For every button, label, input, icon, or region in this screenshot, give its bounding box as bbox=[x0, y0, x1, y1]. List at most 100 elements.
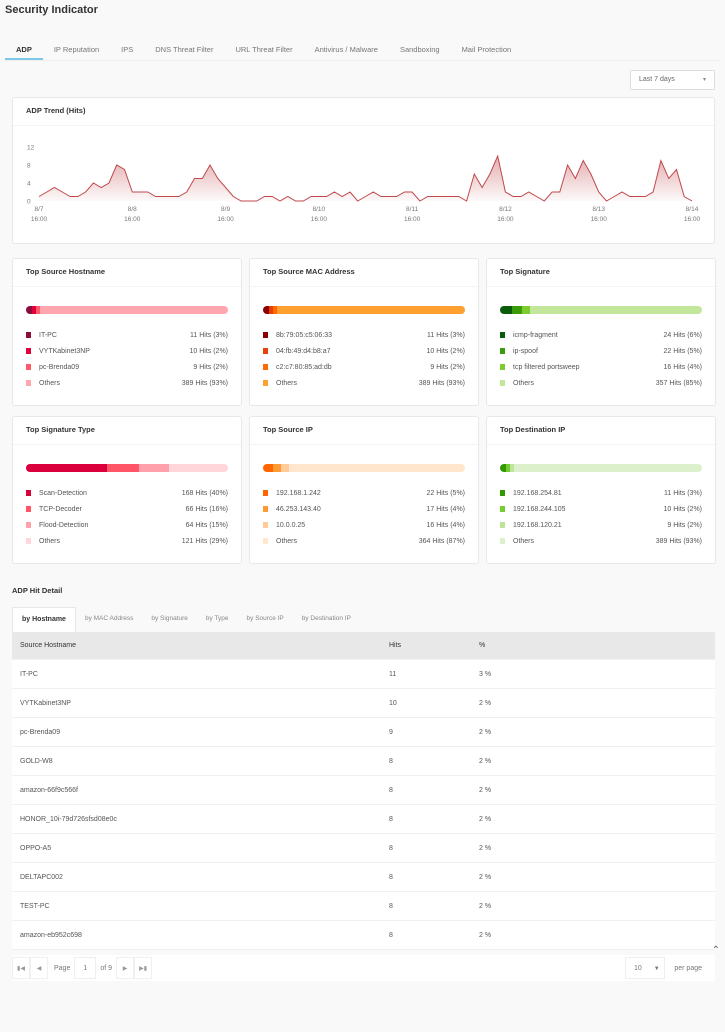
legend-swatch bbox=[263, 538, 268, 544]
tab-ip-reputation[interactable]: IP Reputation bbox=[53, 45, 100, 54]
x-tick-label: 16:00 bbox=[684, 216, 701, 223]
legend-item: Flood-Detection 64 Hits (15%) bbox=[26, 519, 228, 531]
legend-hits: 357 Hits (85%) bbox=[655, 379, 702, 387]
table-row[interactable]: IT-PC 11 3 % bbox=[12, 660, 715, 689]
legend-swatch bbox=[26, 332, 31, 338]
cell-hostname: GOLD-W8 bbox=[20, 757, 53, 765]
table-row[interactable]: VYTKabinet3NP 10 2 % bbox=[12, 689, 715, 718]
tab-sandboxing[interactable]: Sandboxing bbox=[399, 45, 440, 54]
tab-mail-protection[interactable]: Mail Protection bbox=[461, 45, 512, 54]
y-tick-label: 8 bbox=[27, 163, 31, 170]
cell-hostname: amazon-66f9c566f bbox=[20, 786, 78, 794]
cell-hostname: DELTAPC002 bbox=[20, 873, 63, 881]
bar-segment bbox=[40, 306, 228, 314]
next-page-button[interactable]: ▶ bbox=[116, 957, 135, 979]
per-page-select[interactable]: 10 ▼ bbox=[625, 957, 665, 979]
legend-label: Others bbox=[276, 537, 298, 545]
legend-item: pc-Brenda09 9 Hits (2%) bbox=[26, 361, 228, 373]
page-input[interactable]: 1 bbox=[74, 957, 97, 979]
cell-percent: 2 % bbox=[479, 873, 492, 881]
cell-hits: 8 bbox=[389, 844, 393, 852]
prev-page-button[interactable]: ◀ bbox=[30, 957, 48, 979]
cell-hits: 11 bbox=[389, 670, 397, 678]
cell-percent: 2 % bbox=[479, 815, 492, 823]
scroll-top-icon[interactable]: ⌃ bbox=[711, 945, 720, 956]
table-row[interactable]: amazon-66f9c566f 8 2 % bbox=[12, 776, 715, 805]
page-label: Page bbox=[54, 964, 71, 972]
column-header-hostname[interactable]: Source Hostname bbox=[20, 642, 77, 649]
legend-item: tcp filtered portsweep 16 Hits (4%) bbox=[500, 361, 702, 373]
tab-ips[interactable]: IPS bbox=[121, 45, 134, 54]
legend-label: Others bbox=[513, 537, 535, 545]
legend-item: 192.168.120.21 9 Hits (2%) bbox=[500, 519, 702, 531]
legend-item: 192.168.244.105 10 Hits (2%) bbox=[500, 503, 702, 515]
legend-hits: 121 Hits (29%) bbox=[181, 537, 228, 545]
table-row[interactable]: OPPO-A5 8 2 % bbox=[12, 834, 715, 863]
tab-url-threat-filter[interactable]: URL Threat Filter bbox=[235, 45, 293, 54]
bar-segment bbox=[32, 306, 37, 314]
column-header-percent[interactable]: % bbox=[479, 642, 486, 649]
tab-by-mac[interactable]: by MAC Address bbox=[84, 615, 134, 622]
tab-by-signature[interactable]: by Signature bbox=[151, 615, 188, 622]
tab-adp[interactable]: ADP bbox=[5, 40, 43, 60]
legend-label: TCP-Decoder bbox=[39, 505, 82, 513]
tab-antivirus[interactable]: Antivirus / Malware bbox=[314, 45, 378, 54]
legend-item: Others 389 Hits (93%) bbox=[26, 377, 228, 389]
tab-dns-threat-filter[interactable]: DNS Threat Filter bbox=[155, 45, 214, 54]
bar-segment bbox=[522, 306, 531, 314]
legend-hits: 22 Hits (5%) bbox=[663, 347, 702, 355]
tab-by-destination-ip[interactable]: by Destination IP bbox=[301, 615, 351, 622]
legend-hits: 24 Hits (6%) bbox=[663, 331, 702, 339]
stat-card-title: Top Source MAC Address bbox=[250, 259, 478, 287]
table-row[interactable]: amazon-eb952c698 8 2 % bbox=[12, 921, 715, 950]
cell-hostname: VYTKabinet3NP bbox=[20, 699, 71, 707]
legend-hits: 11 Hits (3%) bbox=[190, 331, 228, 339]
legend-label: Others bbox=[39, 537, 61, 545]
table-row[interactable]: DELTAPC002 8 2 % bbox=[12, 863, 715, 892]
legend-swatch bbox=[263, 380, 268, 386]
stat-bar bbox=[263, 306, 465, 314]
trend-title: ADP Trend (Hits) bbox=[13, 98, 714, 126]
trend-area bbox=[39, 156, 692, 201]
last-page-button[interactable]: ▶▮ bbox=[134, 957, 153, 979]
legend-item: c2:c7:80:85:ad:db 9 Hits (2%) bbox=[263, 361, 465, 373]
table-row[interactable]: TEST-PC 8 2 % bbox=[12, 892, 715, 921]
tab-by-source-ip[interactable]: by Source IP bbox=[246, 615, 284, 622]
time-range-select[interactable]: Last 7 days ▾ bbox=[630, 70, 715, 90]
legend-swatch bbox=[263, 332, 268, 338]
legend-swatch bbox=[500, 364, 505, 370]
first-page-button[interactable]: ▮◀ bbox=[12, 957, 30, 979]
table-header: Source Hostname Hits % bbox=[12, 632, 715, 660]
legend-hits: 389 Hits (93%) bbox=[655, 537, 702, 545]
cell-hits: 8 bbox=[389, 815, 393, 823]
column-header-hits[interactable]: Hits bbox=[389, 642, 402, 649]
module-tabs: ADP IP Reputation IPS DNS Threat Filter … bbox=[5, 40, 720, 61]
x-tick-label: 8/12 bbox=[499, 206, 512, 213]
detail-title: ADP Hit Detail bbox=[12, 586, 63, 595]
stat-card-title: Top Signature Type bbox=[13, 417, 241, 445]
legend-swatch bbox=[263, 364, 268, 370]
legend-label: 10.0.0.25 bbox=[276, 521, 306, 529]
bar-segment bbox=[530, 306, 702, 314]
legend-hits: 64 Hits (15%) bbox=[185, 521, 228, 529]
page-count: of 9 bbox=[100, 964, 113, 972]
bar-segment bbox=[273, 306, 278, 314]
cell-hostname: TEST-PC bbox=[20, 902, 50, 910]
legend-hits: 389 Hits (93%) bbox=[181, 379, 228, 387]
table-row[interactable]: HONOR_10i-79d726sfsd08e0c 8 2 % bbox=[12, 805, 715, 834]
y-tick-label: 0 bbox=[27, 199, 31, 206]
caret-down-icon: ▼ bbox=[653, 966, 660, 972]
tab-by-hostname[interactable]: by Hostname bbox=[12, 607, 76, 632]
tab-by-type[interactable]: by Type bbox=[205, 615, 229, 622]
legend-hits: 389 Hits (93%) bbox=[418, 379, 465, 387]
cell-hits: 8 bbox=[389, 757, 393, 765]
table-row[interactable]: pc-Brenda09 9 2 % bbox=[12, 718, 715, 747]
x-tick-label: 8/9 bbox=[221, 206, 230, 213]
legend-item: 8b:79:05:c5:06:33 11 Hits (3%) bbox=[263, 329, 465, 341]
cell-hits: 8 bbox=[389, 873, 393, 881]
x-tick-label: 16:00 bbox=[311, 216, 328, 223]
legend-swatch bbox=[26, 490, 31, 496]
legend-hits: 168 Hits (40%) bbox=[181, 489, 228, 497]
legend-item: 192.168.254.81 11 Hits (3%) bbox=[500, 487, 702, 499]
table-row[interactable]: GOLD-W8 8 2 % bbox=[12, 747, 715, 776]
